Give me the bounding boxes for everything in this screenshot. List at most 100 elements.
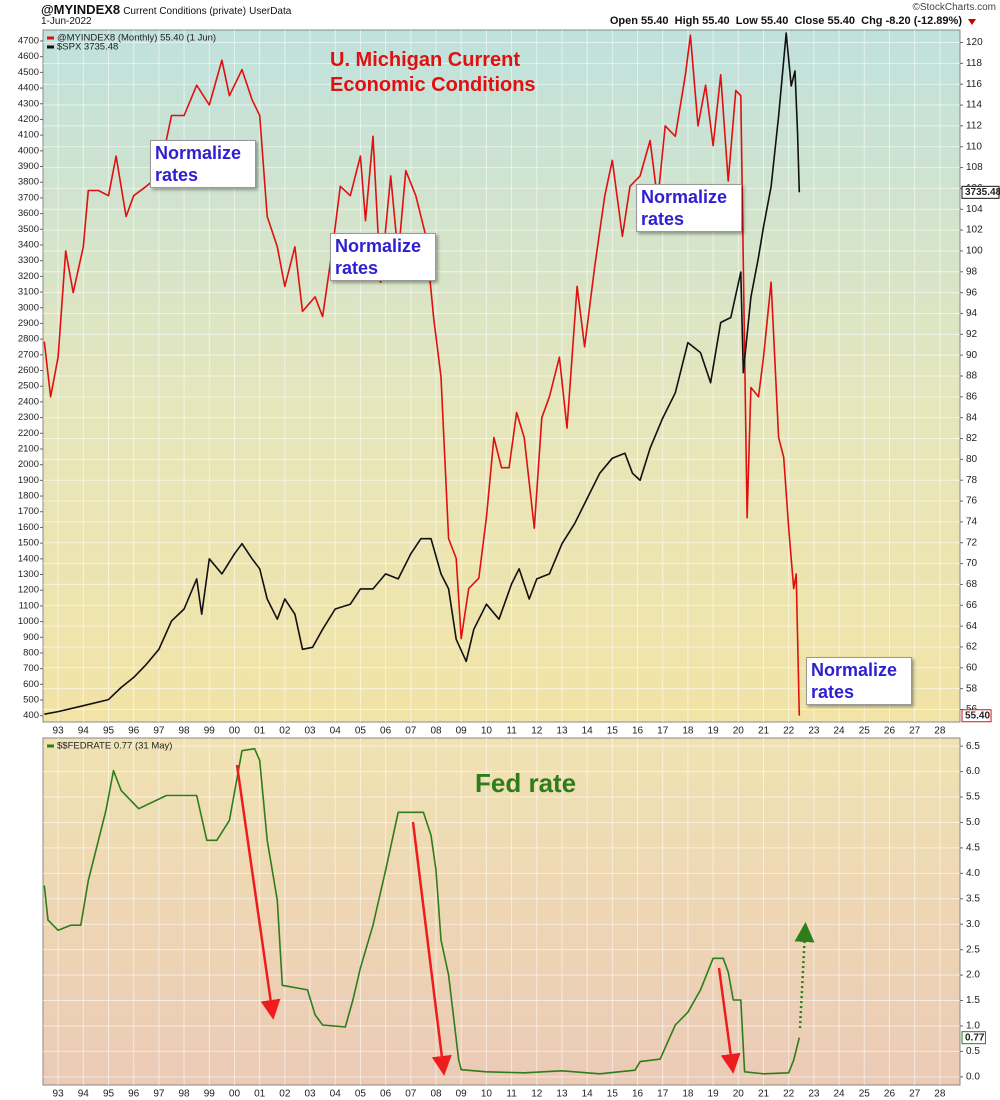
annotation: Normalize rates xyxy=(330,233,436,281)
y2-tick-label: 6.5 xyxy=(966,741,980,752)
y2-tick-label: 118 xyxy=(966,58,982,69)
symbol: @MYINDEX8 xyxy=(41,2,121,17)
y-tick-label: 3000 xyxy=(18,302,39,313)
y-tick-label: 900 xyxy=(23,632,39,643)
x-tick-label: 28 xyxy=(934,726,946,737)
y2-tick-label: 66 xyxy=(966,600,978,611)
last-value-label: 55.40 xyxy=(965,710,990,721)
arrow xyxy=(794,922,815,1029)
y-tick-label: 800 xyxy=(23,647,39,658)
x-tick-label: 12 xyxy=(531,726,543,737)
panel-title: Fed rate xyxy=(475,768,577,798)
x-tick-label: 20 xyxy=(733,1089,745,1100)
y-tick-label: 2700 xyxy=(18,349,39,360)
x-tick-label: 10 xyxy=(481,1089,493,1100)
y-tick-label: 1000 xyxy=(18,616,39,627)
y-tick-label: 4000 xyxy=(18,145,39,156)
legend-label: $SPX 3735.48 xyxy=(57,42,118,53)
x-tick-label: 93 xyxy=(53,726,65,737)
y-tick-label: 2100 xyxy=(18,443,39,454)
x-tick-label: 00 xyxy=(229,1089,241,1100)
y2-tick-label: 98 xyxy=(966,266,978,277)
x-tick-label: 04 xyxy=(330,726,342,737)
x-tick-label: 95 xyxy=(103,1089,115,1100)
y-tick-label: 4500 xyxy=(18,67,39,78)
y-tick-label: 2600 xyxy=(18,365,39,376)
y2-tick-label: 74 xyxy=(966,517,978,528)
y-tick-label: 3300 xyxy=(18,255,39,266)
x-tick-label: 98 xyxy=(179,1089,191,1100)
x-tick-label: 17 xyxy=(657,726,669,737)
x-tick-label: 11 xyxy=(506,726,517,737)
y2-tick-label: 3.0 xyxy=(966,919,980,930)
y2-tick-label: 96 xyxy=(966,287,978,298)
series-line xyxy=(43,34,801,716)
legend-label: $$FEDRATE 0.77 (31 May) xyxy=(57,741,172,752)
y2-tick-label: 0.5 xyxy=(966,1046,980,1057)
y-tick-label: 1600 xyxy=(18,522,39,533)
y-tick-label: 3700 xyxy=(18,192,39,203)
x-tick-label: 94 xyxy=(78,726,90,737)
x-tick-label: 12 xyxy=(531,1089,543,1100)
y2-tick-label: 4.5 xyxy=(966,843,980,854)
description: Current Conditions (private) xyxy=(123,6,247,17)
x-tick-label: 97 xyxy=(153,726,165,737)
y2-tick-label: 114 xyxy=(966,100,982,111)
y2-tick-label: 0.0 xyxy=(966,1071,980,1082)
y2-tick-label: 5.5 xyxy=(966,792,980,803)
y2-tick-label: 3.5 xyxy=(966,893,980,904)
y-tick-label: 1400 xyxy=(18,553,39,564)
y2-tick-label: 110 xyxy=(966,141,982,152)
x-tick-label: 25 xyxy=(859,1089,871,1100)
y-tick-label: 4700 xyxy=(18,35,39,46)
quote: Open 55.40 High 55.40 Low 55.40 Close 55… xyxy=(609,15,962,27)
x-tick-label: 17 xyxy=(657,1089,669,1100)
y2-tick-label: 68 xyxy=(966,579,978,590)
x-tick-label: 99 xyxy=(204,726,216,737)
y-tick-label: 4400 xyxy=(18,83,39,94)
x-tick-label: 24 xyxy=(834,1089,846,1100)
y-tick-label: 3900 xyxy=(18,161,39,172)
x-tick-label: 09 xyxy=(456,1089,468,1100)
y2-tick-label: 6.0 xyxy=(966,766,980,777)
y-tick-label: 3600 xyxy=(18,208,39,219)
x-tick-label: 06 xyxy=(380,726,392,737)
y2-tick-label: 1.0 xyxy=(966,1021,980,1032)
x-tick-label: 21 xyxy=(758,726,770,737)
y-tick-label: 2400 xyxy=(18,396,39,407)
y2-tick-label: 88 xyxy=(966,371,978,382)
y-tick-label: 1900 xyxy=(18,475,39,486)
x-tick-label: 03 xyxy=(304,1089,316,1100)
x-tick-label: 27 xyxy=(909,1089,921,1100)
x-tick-label: 11 xyxy=(506,1089,517,1100)
date: 1-Jun-2022 xyxy=(41,16,92,27)
y-tick-label: 1300 xyxy=(18,569,39,580)
x-tick-label: 15 xyxy=(607,726,619,737)
y2-tick-label: 92 xyxy=(966,329,978,340)
y-tick-label: 1800 xyxy=(18,491,39,502)
x-tick-label: 02 xyxy=(279,1089,291,1100)
x-tick-label: 96 xyxy=(128,1089,140,1100)
y-tick-label: 2900 xyxy=(18,318,39,329)
y2-tick-label: 100 xyxy=(966,246,983,257)
annotation: Normalize rates xyxy=(636,184,742,232)
x-tick-label: 20 xyxy=(733,726,745,737)
x-tick-label: 09 xyxy=(456,726,468,737)
y2-tick-label: 64 xyxy=(966,621,978,632)
x-tick-label: 05 xyxy=(355,1089,367,1100)
y-tick-label: 1100 xyxy=(19,600,39,611)
y-tick-label: 4600 xyxy=(18,51,39,62)
x-tick-label: 16 xyxy=(632,1089,644,1100)
y-tick-label: 3800 xyxy=(18,177,39,188)
x-tick-label: 97 xyxy=(153,1089,165,1100)
y-tick-label: 700 xyxy=(23,663,39,674)
x-tick-label: 14 xyxy=(582,726,594,737)
annotation: Normalize rates xyxy=(806,657,912,705)
x-tick-label: 26 xyxy=(884,1089,896,1100)
arrows xyxy=(235,764,815,1076)
y-tick-label: 3400 xyxy=(18,239,39,250)
x-tick-label: 03 xyxy=(304,726,316,737)
x-tick-label: 94 xyxy=(78,1089,90,1100)
x-tick-label: 13 xyxy=(556,726,568,737)
